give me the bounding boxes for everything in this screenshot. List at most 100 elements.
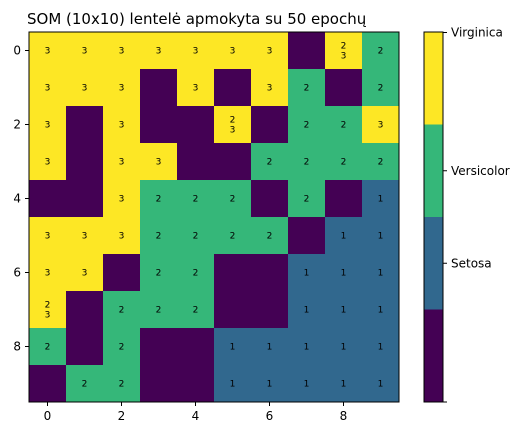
y-tick-label: 6 (13, 266, 21, 280)
heatmap-cell (29, 143, 67, 181)
heatmap-cell (288, 254, 326, 292)
colorbar-frame (423, 31, 444, 403)
y-tick-label: 8 (13, 340, 21, 354)
heatmap-cell (362, 32, 400, 70)
heatmap-cell (214, 254, 252, 292)
heatmap-cell (140, 69, 178, 107)
heatmap-cell (66, 69, 104, 107)
cell-label: 3 (45, 158, 51, 168)
cell-label: 1 (378, 232, 384, 242)
heatmap-cell (214, 328, 252, 366)
heatmap-cell (29, 328, 67, 366)
heatmap-cell (214, 32, 252, 70)
cell-label: 3 (45, 311, 51, 321)
cell-label: 2 (156, 306, 162, 316)
heatmap-cell (177, 143, 215, 181)
cell-label: 2 (156, 269, 162, 279)
heatmap-cell (140, 217, 178, 255)
heatmap-cell (251, 69, 289, 107)
heatmap-cell (288, 69, 326, 107)
cell-label: 3 (119, 195, 125, 205)
cell-label: 2 (193, 195, 199, 205)
y-tick-label: 2 (13, 118, 21, 132)
cell-label: 3 (119, 47, 125, 57)
heatmap-cell (177, 106, 215, 144)
heatmap-cell (177, 32, 215, 70)
y-axis: 0 2 4 6 8 (13, 44, 29, 354)
cell-label: 2 (82, 380, 88, 390)
heatmap-cell (325, 365, 363, 403)
cell-label: 3 (193, 84, 199, 94)
heatmap-cell (288, 106, 326, 144)
cell-label: 3 (156, 47, 162, 57)
heatmap-cell (66, 180, 104, 218)
heatmap-cell (29, 254, 67, 292)
heatmap-cell (103, 32, 141, 70)
heatmap-cell (251, 254, 289, 292)
cell-label: 1 (378, 306, 384, 316)
heatmap-cell (251, 291, 289, 329)
cell-label: 1 (378, 380, 384, 390)
heatmap-cell (29, 217, 67, 255)
heatmap-cell (362, 328, 400, 366)
x-tick-label: 0 (44, 409, 52, 423)
heatmap-cell (288, 328, 326, 366)
cell-label: 1 (341, 306, 347, 316)
heatmap-cell (66, 254, 104, 292)
cell-label: 2 (341, 121, 347, 131)
cell-label: 3 (82, 84, 88, 94)
heatmap-cell (288, 180, 326, 218)
cell-label: 2 (45, 343, 51, 353)
heatmap-cell (251, 106, 289, 144)
cell-label: 2 (378, 158, 384, 168)
cell-label: 3 (82, 232, 88, 242)
heatmap-cell (29, 180, 67, 218)
cell-label: 3 (119, 84, 125, 94)
cell-label: 3 (45, 121, 51, 131)
heatmap-cell (177, 254, 215, 292)
heatmap-cell (66, 143, 104, 181)
heatmap-cell (362, 365, 400, 403)
cell-label: 3 (82, 47, 88, 57)
cell-label: 1 (341, 380, 347, 390)
cell-label: 2 (230, 195, 236, 205)
y-tick-label: 4 (13, 192, 21, 206)
cell-label: 1 (304, 343, 310, 353)
heatmap-cell (214, 143, 252, 181)
y-tick-label: 0 (13, 44, 21, 58)
colorbar-segment (424, 124, 443, 218)
heatmap-cell (362, 69, 400, 107)
x-tick-label: 4 (192, 409, 200, 423)
colorbar-segment (424, 32, 443, 125)
heatmap-cell (177, 180, 215, 218)
x-tick-label: 8 (340, 409, 348, 423)
cell-label: 1 (378, 343, 384, 353)
heatmap-cell (29, 69, 67, 107)
cell-label: 2 (341, 158, 347, 168)
heatmap-cell (177, 328, 215, 366)
cell-label: 2 (304, 84, 310, 94)
heatmap-cell (288, 217, 326, 255)
heatmap-cell (214, 69, 252, 107)
chart-title: SOM (10x10) lentelė apmokyta su 50 epoch… (27, 10, 367, 28)
heatmap-cell (66, 106, 104, 144)
heatmap-cell (288, 32, 326, 70)
heatmap-cell (362, 217, 400, 255)
heatmap-cell (362, 254, 400, 292)
cell-label: 1 (230, 380, 236, 390)
cell-label: 3 (378, 121, 384, 131)
cell-label: 1 (378, 195, 384, 205)
cell-label: 3 (45, 269, 51, 279)
heatmap-cell (362, 106, 400, 144)
cell-label: 1 (267, 380, 273, 390)
cell-label: 3 (45, 47, 51, 57)
cell-label: 3 (119, 232, 125, 242)
heatmap-cell (103, 69, 141, 107)
heatmap-cell (103, 217, 141, 255)
cell-label: 3 (45, 84, 51, 94)
heatmap-cell (140, 143, 178, 181)
heatmap-cell (66, 328, 104, 366)
cell-label: 1 (267, 343, 273, 353)
plot-frame (28, 31, 400, 403)
heatmap-cell (66, 32, 104, 70)
